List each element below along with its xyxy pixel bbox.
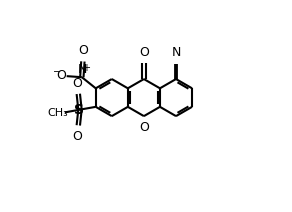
Text: CH₃: CH₃ xyxy=(47,108,68,118)
Text: O: O xyxy=(139,46,149,59)
Text: N: N xyxy=(171,46,181,59)
Text: S: S xyxy=(74,103,84,117)
Text: O: O xyxy=(78,44,88,57)
Text: O: O xyxy=(73,77,83,90)
Text: −: − xyxy=(53,67,61,77)
Text: O: O xyxy=(73,130,83,143)
Text: N: N xyxy=(78,63,87,76)
Text: O: O xyxy=(139,121,149,134)
Text: +: + xyxy=(82,63,90,73)
Text: O: O xyxy=(56,69,66,82)
